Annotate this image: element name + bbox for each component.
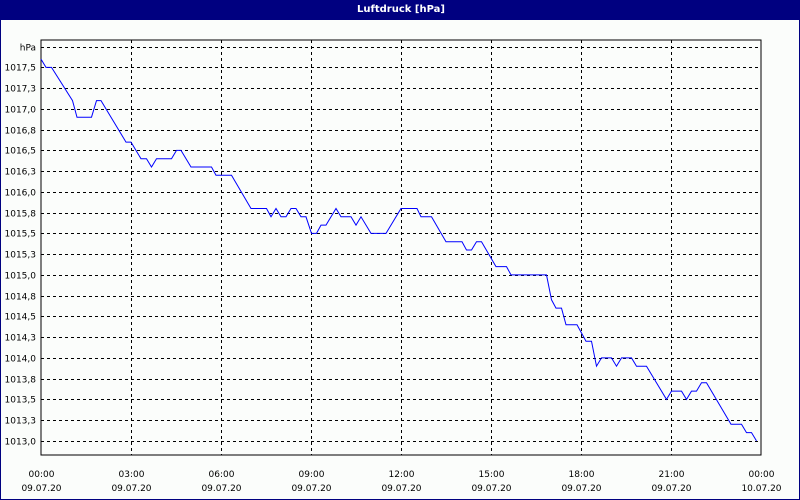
y-tick-label: 1016,0 <box>5 189 37 199</box>
y-tick-label: 1016,3 <box>5 168 37 178</box>
x-tick-time: 21:00 <box>659 470 685 480</box>
x-tick-date: 09.07.20 <box>381 484 421 494</box>
x-tick-time: 00:00 <box>29 470 55 480</box>
y-tick-label: 1014,3 <box>5 334 37 344</box>
x-tick-time: 18:00 <box>569 470 595 480</box>
y-axis: hPa 1017,5 1017,3 1017,0 1016,8 1016,5 1016,3 1… <box>5 44 37 448</box>
y-tick-label: 1015,0 <box>5 272 37 282</box>
x-tick-date: 09.07.20 <box>111 484 151 494</box>
x-tick-date: 09.07.20 <box>471 484 511 494</box>
y-tick-label: 1014,5 <box>5 313 37 323</box>
y-tick-label: 1017,0 <box>5 106 37 116</box>
x-tick-time: 09:00 <box>299 470 325 480</box>
x-tick-date: 09.07.20 <box>201 484 241 494</box>
y-tick-label: 1016,5 <box>5 147 37 157</box>
x-tick-date: 09.07.20 <box>651 484 691 494</box>
x-tick-date: 10.07.20 <box>741 484 781 494</box>
x-tick-time: 15:00 <box>479 470 505 480</box>
pressure-series-line <box>40 58 757 442</box>
y-tick-label: 1015,3 <box>5 251 37 261</box>
y-tick-label: 1017,5 <box>5 64 37 74</box>
x-axis: 00:00 09.07.20 03:00 09.07.20 06:00 09.07.20 0… <box>21 470 781 494</box>
x-tick-date: 09.07.20 <box>291 484 331 494</box>
y-tick-label: 1014,0 <box>5 355 37 365</box>
y-tick-label: 1014,8 <box>5 293 37 303</box>
y-tick-label: 1016,8 <box>5 127 37 137</box>
x-tick-time: 12:00 <box>389 470 415 480</box>
x-tick-time: 00:00 <box>749 470 775 480</box>
y-tick-label: 1017,3 <box>5 85 37 95</box>
grid <box>41 40 761 455</box>
y-tick-label: 1015,5 <box>5 230 37 240</box>
x-tick-date: 09.07.20 <box>561 484 601 494</box>
y-tick-label: 1013,0 <box>5 438 37 448</box>
y-tick-label: 1015,8 <box>5 210 37 220</box>
x-tick-time: 06:00 <box>209 470 235 480</box>
y-tick-label: 1013,5 <box>5 396 37 406</box>
x-tick-date: 09.07.20 <box>21 484 61 494</box>
plot-frame <box>40 39 762 456</box>
x-tick-time: 03:00 <box>119 470 145 480</box>
chart-title: Luftdruck [hPa] <box>1 0 799 20</box>
y-tick-label: 1013,8 <box>5 376 37 386</box>
y-tick-label: 1013,3 <box>5 417 37 427</box>
y-tick-label: hPa <box>20 44 36 54</box>
